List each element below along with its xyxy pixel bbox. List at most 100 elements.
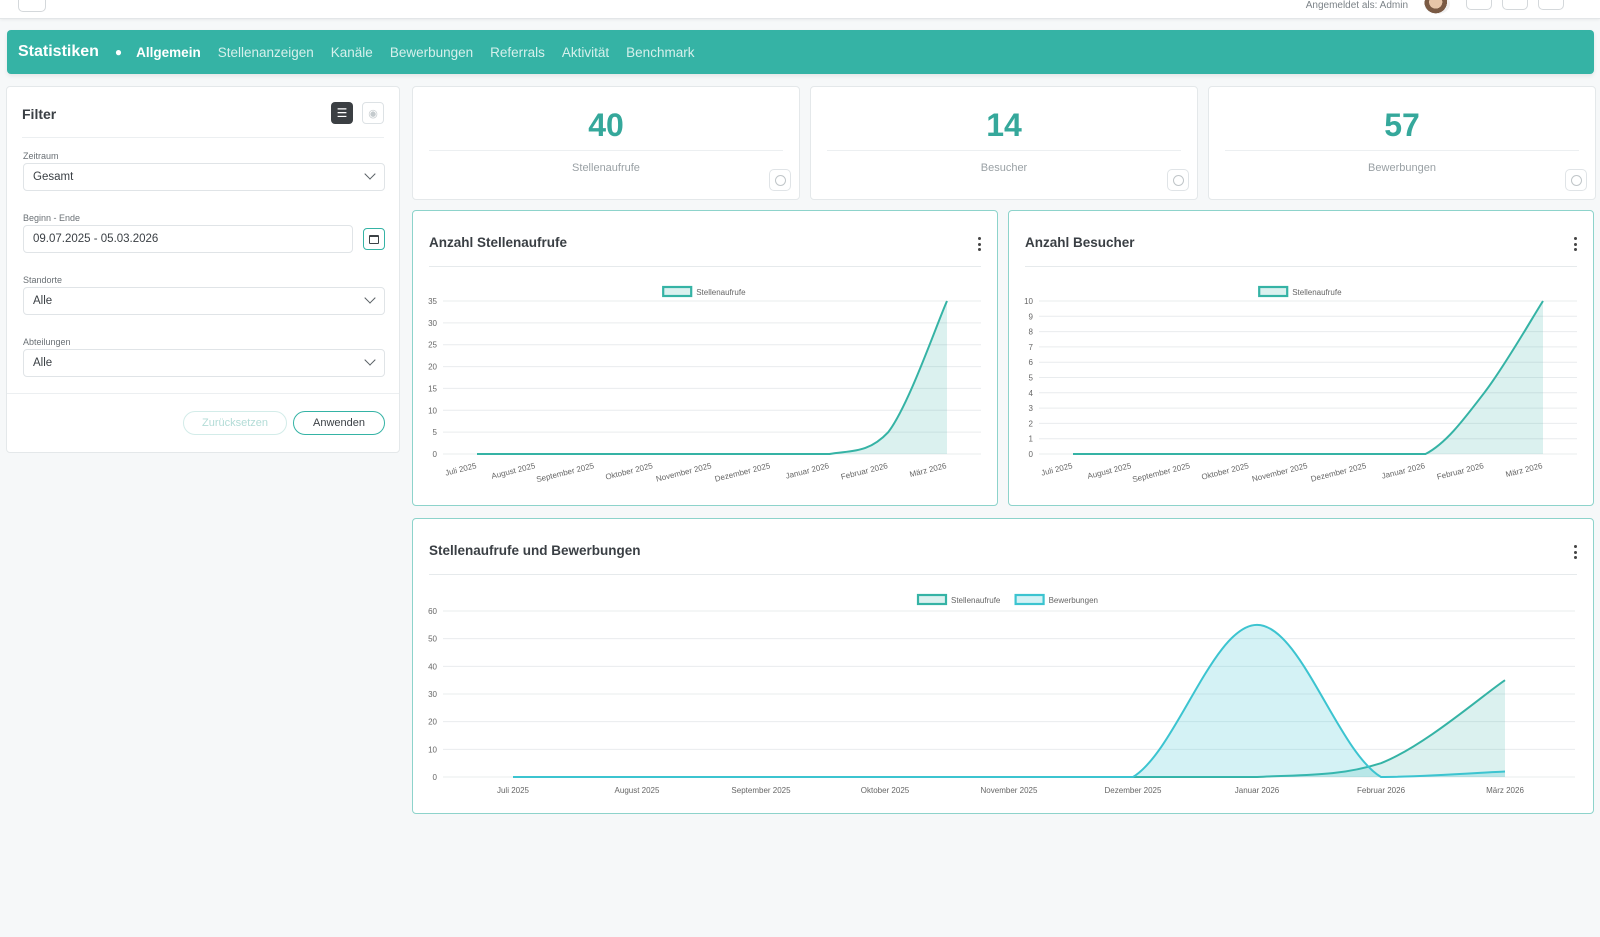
standorte-value: Alle (33, 295, 53, 307)
x-tick-label: Februar 2026 (1436, 461, 1485, 481)
stat-card-besucher: 14 Besucher (810, 86, 1198, 200)
x-tick-label: Januar 2026 (1235, 786, 1280, 795)
expand-icon[interactable] (1466, 0, 1492, 10)
x-tick-label: September 2025 (1131, 461, 1191, 484)
divider (429, 574, 1577, 575)
x-tick-label: Oktober 2025 (861, 786, 910, 795)
x-tick-label: November 2025 (1251, 461, 1309, 484)
legend-label: Stellenaufrufe (696, 288, 746, 297)
x-tick-label: März 2026 (909, 461, 948, 479)
chart-card-stellenaufrufe: Anzahl Stellenaufrufe 0 5 10 15 20 25 30 35 Juli… (412, 210, 998, 506)
legend-swatch (916, 593, 948, 606)
divider (827, 150, 1181, 151)
y-tick-label: 60 (428, 607, 437, 616)
x-tick-label: Dezember 2025 (714, 461, 772, 484)
filter-sliders-icon[interactable]: ☰ (331, 102, 353, 124)
y-tick-label: 7 (1029, 343, 1034, 352)
y-tick-label: 5 (433, 428, 438, 437)
x-tick-label: Juli 2025 (497, 786, 530, 795)
stat-value: 57 (1384, 107, 1420, 143)
tab-aktivitaet[interactable]: Aktivität (561, 44, 610, 60)
info-icon[interactable] (1565, 169, 1587, 191)
more-options-icon[interactable] (1573, 237, 1577, 251)
x-tick-label: August 2025 (490, 461, 536, 481)
series-area (1073, 301, 1543, 454)
x-tick-label: Oktober 2025 (1201, 461, 1251, 482)
series-line (477, 300, 948, 455)
chart-svg: 0 10 20 30 40 50 60 Juli 2025 August 2025 Septemb… (428, 593, 1575, 795)
x-tick-label: Oktober 2025 (605, 461, 655, 482)
y-tick-label: 25 (428, 341, 437, 350)
location-pin-icon[interactable]: ◉ (362, 102, 384, 124)
tab-bewerbungen[interactable]: Bewerbungen (389, 44, 474, 60)
more-options-icon[interactable] (1573, 545, 1577, 559)
y-tick-label: 10 (428, 406, 437, 415)
legend-label: Bewerbungen (1049, 596, 1098, 605)
y-tick-label: 35 (428, 297, 437, 306)
zeitraum-select[interactable]: Gesamt (23, 163, 385, 191)
stat-label: Stellenaufrufe (572, 162, 640, 174)
y-tick-label: 0 (433, 773, 438, 782)
y-tick-label: 20 (428, 363, 437, 372)
y-tick-label: 2 (1029, 419, 1034, 428)
abteilungen-label: Abteilungen (23, 337, 71, 347)
y-tick-label: 9 (1029, 312, 1034, 321)
y-tick-label: 8 (1029, 328, 1034, 337)
tab-kanaele[interactable]: Kanäle (330, 44, 373, 60)
range-label: Beginn - Ende (23, 213, 81, 223)
power-icon[interactable] (1538, 0, 1564, 10)
divider (1225, 150, 1579, 151)
tab-allgemein[interactable]: Allgemein (136, 44, 201, 60)
date-range-input[interactable]: 09.07.2025 - 05.03.2026 (23, 225, 353, 253)
stat-card-stellenaufrufe: 40 Stellenaufrufe (412, 86, 800, 200)
x-tick-label: August 2025 (1086, 461, 1132, 481)
x-tick-label: Juli 2025 (444, 461, 478, 478)
top-bar: Angemeldet als: Admin (0, 0, 1600, 19)
login-status: Angemeldet als: Admin (1305, 0, 1408, 11)
abteilungen-select[interactable]: Alle (23, 349, 385, 377)
y-tick-label: 3 (1029, 404, 1034, 413)
x-tick-label: Februar 2026 (840, 461, 889, 481)
y-tick-label: 15 (428, 384, 437, 393)
series-line (1073, 300, 1544, 455)
series-area (513, 680, 1505, 777)
stat-card-bewerbungen: 57 Bewerbungen (1208, 86, 1596, 200)
x-tick-label: Dezember 2025 (1105, 786, 1162, 795)
tab-referrals[interactable]: Referrals (490, 44, 545, 60)
more-options-icon[interactable] (977, 237, 981, 251)
tab-benchmark[interactable]: Benchmark (626, 44, 695, 60)
stat-label: Besucher (980, 162, 1028, 174)
apply-button[interactable]: Anwenden (293, 411, 385, 435)
y-tick-label: 20 (428, 718, 437, 727)
chevron-down-icon (364, 168, 376, 180)
date-range-value: 09.07.2025 - 05.03.2026 (33, 233, 159, 245)
settings-icon[interactable] (1502, 0, 1528, 10)
tab-stellenanzeigen[interactable]: Stellenanzeigen (217, 44, 314, 60)
x-tick-label: Juli 2025 (1040, 461, 1074, 478)
x-tick-label: März 2026 (1486, 786, 1524, 795)
avatar[interactable] (1424, 0, 1450, 14)
chevron-down-icon (364, 292, 376, 304)
reset-button[interactable]: Zurücksetzen (183, 411, 287, 435)
x-tick-label: März 2026 (1505, 461, 1544, 479)
x-tick-label: Januar 2026 (785, 461, 831, 481)
zeitraum-label: Zeitraum (23, 151, 59, 161)
divider (1025, 266, 1577, 267)
standorte-select[interactable]: Alle (23, 287, 385, 315)
calendar-icon[interactable] (363, 228, 385, 250)
standorte-label: Standorte (23, 275, 63, 285)
stat-value: 14 (986, 107, 1022, 143)
y-tick-label: 50 (428, 635, 437, 644)
y-tick-label: 30 (428, 690, 437, 699)
info-icon[interactable] (1167, 169, 1189, 191)
menu-toggle-button[interactable] (18, 0, 46, 12)
filter-panel: Filter ☰ ◉ Zeitraum Gesamt Beginn - Ende… (6, 86, 400, 453)
y-tick-label: 5 (1029, 374, 1034, 383)
nav-separator-dot: ● (114, 45, 123, 59)
series-area (513, 624, 1505, 777)
info-icon[interactable] (769, 169, 791, 191)
y-tick-label: 10 (1024, 297, 1033, 306)
divider (22, 137, 384, 138)
x-tick-label: Dezember 2025 (1310, 461, 1368, 484)
y-tick-label: 0 (1029, 450, 1034, 459)
